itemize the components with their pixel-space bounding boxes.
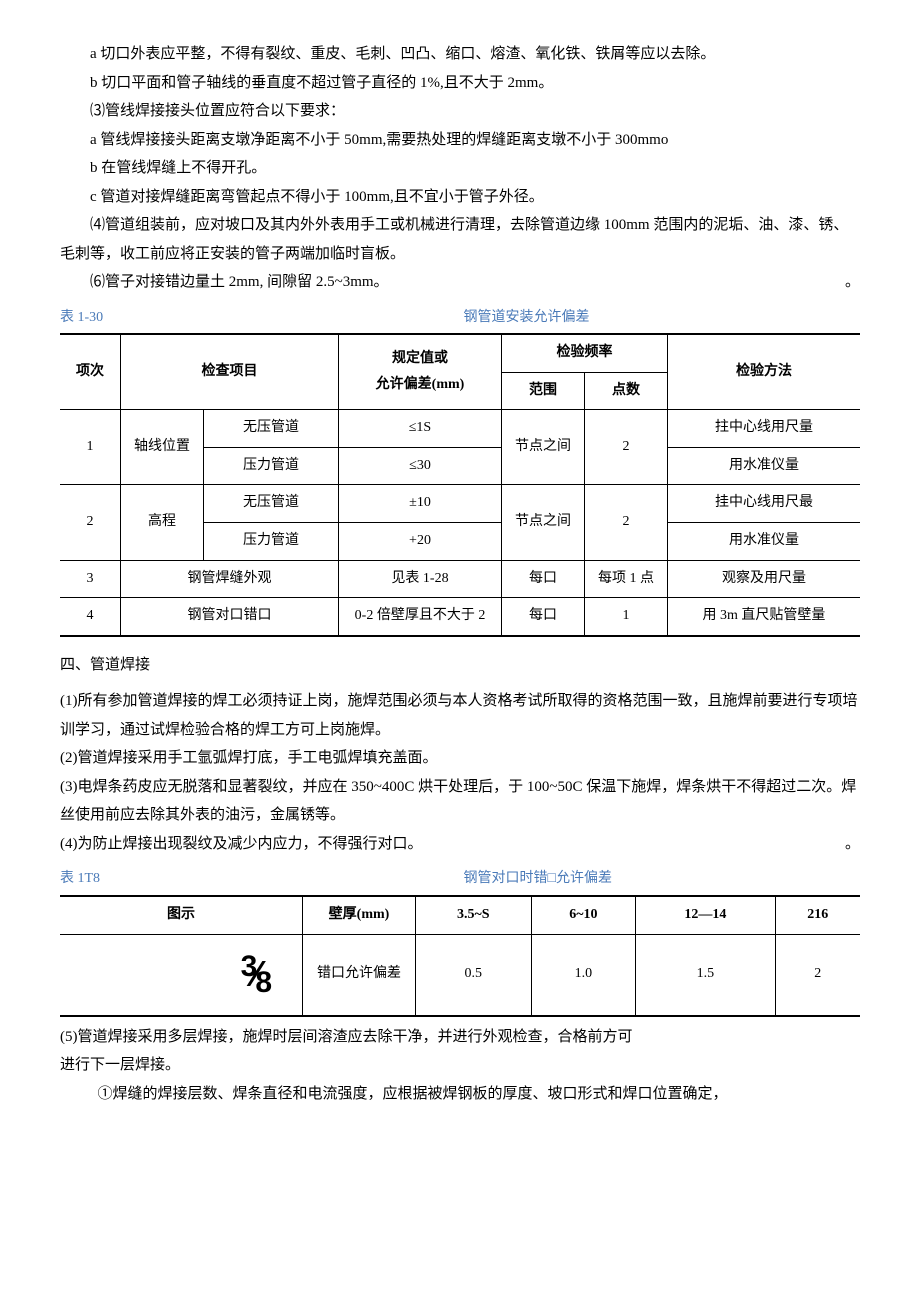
- cell-points-1: 2: [585, 410, 668, 485]
- cell-method-3: 观察及用尺量: [668, 560, 861, 598]
- table2-number: 表 1T8: [60, 866, 460, 893]
- cell-seq-4: 4: [60, 598, 121, 636]
- table1-caption: 表 1-30 钢管道安装允许偏差: [60, 305, 860, 332]
- cell-spec-3: 见表 1-28: [339, 560, 502, 598]
- th-spec: 规定值或 允许偏差(mm): [339, 334, 502, 410]
- table1-title: 钢管道安装允许偏差: [464, 305, 590, 332]
- cell-points-3: 每项 1 点: [585, 560, 668, 598]
- cell-sub-2a: 无压管道: [204, 485, 339, 523]
- fraction-denominator: 8: [255, 966, 272, 999]
- cell-method-2b: 用水准仪量: [668, 523, 861, 561]
- table1-number: 表 1-30: [60, 305, 460, 332]
- th-freq: 检验频率: [502, 334, 668, 372]
- cell-spec-1a: ≤1S: [339, 410, 502, 448]
- th-scope: 范围: [502, 372, 585, 410]
- cell-v1: 0.5: [416, 934, 532, 1016]
- cell-spec-4: 0-2 倍壁厚且不大于 2: [339, 598, 502, 636]
- cell-sub-1b: 压力管道: [204, 447, 339, 485]
- table2-title: 钢管对口时错□允许偏差: [464, 866, 612, 893]
- para-weld-joint-c: c 管道对接焊缝距离弯管起点不得小于 100mm,且不宜小于管子外径。: [60, 183, 860, 212]
- cell-v3: 1.5: [636, 934, 775, 1016]
- para-weld-layers: ①焊缝的焊接层数、焊条直径和电流强度，应根据被焊钢板的厚度、坡口形式和焊口位置确…: [60, 1080, 860, 1109]
- cell-item-4: 钢管对口错口: [121, 598, 339, 636]
- para-weld-joint-req: ⑶管线焊接接头位置应符合以下要求：: [60, 97, 860, 126]
- cell-seq-3: 3: [60, 560, 121, 598]
- cell-figure: 3⁄8: [60, 934, 303, 1016]
- cell-item-2: 高程: [121, 485, 204, 560]
- cell-spec-2b: +20: [339, 523, 502, 561]
- fraction-icon: 3⁄8: [241, 952, 272, 998]
- table-row: 2 高程 无压管道 ±10 节点之间 2 挂中心线用尺最: [60, 485, 860, 523]
- cell-method-4: 用 3m 直尺贴管壁量: [668, 598, 861, 636]
- cell-points-4: 1: [585, 598, 668, 636]
- para-no-force-text: (4)为防止焊接出现裂纹及减少内应力，不得强行对口。: [60, 836, 423, 852]
- cell-spec-1b: ≤30: [339, 447, 502, 485]
- para-cut-surface: a 切口外表应平整，不得有裂纹、重皮、毛刺、凹凸、缩口、熔渣、氧化铁、铁屑等应以…: [60, 40, 860, 69]
- th-points: 点数: [585, 372, 668, 410]
- cell-scope-1: 节点之间: [502, 410, 585, 485]
- table2-caption: 表 1T8 钢管对口时错□允许偏差: [60, 866, 860, 893]
- table-row: 3 钢管焊缝外观 见表 1-28 每口 每项 1 点 观察及用尺量: [60, 560, 860, 598]
- cell-method-1b: 用水准仪量: [668, 447, 861, 485]
- para-weld-joint-a: a 管线焊接接头距离支墩净距离不小于 50mm,需要热处理的焊缝距离支墩不小于 …: [60, 126, 860, 155]
- th2-c1: 3.5~S: [416, 896, 532, 934]
- para-electrode: (3)电焊条药皮应无脱落和显著裂纹，并应在 350~400C 烘干处理后，于 1…: [60, 773, 860, 830]
- cell-scope-2: 节点之间: [502, 485, 585, 560]
- cell-v4: 2: [775, 934, 860, 1016]
- th-method: 检验方法: [668, 334, 861, 410]
- cell-sub-2b: 压力管道: [204, 523, 339, 561]
- para-weld-joint-b: b 在管线焊缝上不得开孔。: [60, 154, 860, 183]
- th-spec-line1: 规定值或: [345, 346, 495, 373]
- table-row: 3⁄8 错口允许偏差 0.5 1.0 1.5 2: [60, 934, 860, 1016]
- cell-scope-3: 每口: [502, 560, 585, 598]
- cell-seq-2: 2: [60, 485, 121, 560]
- para-butt-offset: ⑹管子对接错边量土 2mm, 间隙留 2.5~3mm。 。: [60, 268, 860, 297]
- para-weld-method: (2)管道焊接采用手工氩弧焊打底，手工电弧焊填充盖面。: [60, 744, 860, 773]
- th-item: 检查项目: [121, 334, 339, 410]
- th2-c3: 12—14: [636, 896, 775, 934]
- cell-v2: 1.0: [531, 934, 636, 1016]
- cell-method-1a: 拄中心线用尺量: [668, 410, 861, 448]
- th2-c2: 6~10: [531, 896, 636, 934]
- cell-offset-label: 错口允许偏差: [303, 934, 416, 1016]
- cell-sub-1a: 无压管道: [204, 410, 339, 448]
- table-offset-deviation: 图示 壁厚(mm) 3.5~S 6~10 12—14 216 3⁄8 错口允许偏…: [60, 895, 860, 1017]
- cell-seq-1: 1: [60, 410, 121, 485]
- th-seq: 项次: [60, 334, 121, 410]
- th2-thick: 壁厚(mm): [303, 896, 416, 934]
- cell-item-1: 轴线位置: [121, 410, 204, 485]
- table-row: 1 轴线位置 无压管道 ≤1S 节点之间 2 拄中心线用尺量: [60, 410, 860, 448]
- trailing-dot-1: 。: [815, 268, 860, 297]
- th2-fig: 图示: [60, 896, 303, 934]
- th-spec-line2: 允许偏差(mm): [345, 372, 495, 399]
- th2-c4: 216: [775, 896, 860, 934]
- cell-points-2: 2: [585, 485, 668, 560]
- trailing-dot-2: 。: [845, 830, 860, 859]
- para-butt-offset-text: ⑹管子对接错边量土 2mm, 间隙留 2.5~3mm。: [90, 274, 389, 290]
- para-no-force: (4)为防止焊接出现裂纹及减少内应力，不得强行对口。 。: [60, 830, 860, 859]
- table-steel-pipe-deviation: 项次 检查项目 规定值或 允许偏差(mm) 检验频率 检验方法 范围 点数 1 …: [60, 333, 860, 637]
- table-row: 4 钢管对口错口 0-2 倍壁厚且不大于 2 每口 1 用 3m 直尺贴管壁量: [60, 598, 860, 636]
- section-4-title: 四、管道焊接: [60, 651, 860, 680]
- para-cut-perp: b 切口平面和管子轴线的垂直度不超过管子直径的 1%,且不大于 2mm。: [60, 69, 860, 98]
- para-multilayer-1: (5)管道焊接采用多层焊接，施焊时层间溶渣应去除干净，并进行外观检查，合格前方可: [60, 1023, 860, 1052]
- para-assembly-clean: ⑷管道组装前，应对坡口及其内外外表用手工或机械进行清理，去除管道边缘 100mm…: [60, 211, 860, 268]
- cell-scope-4: 每口: [502, 598, 585, 636]
- para-welder-cert: (1)所有参加管道焊接的焊工必须持证上岗，施焊范围必须与本人资格考试所取得的资格…: [60, 687, 860, 744]
- cell-method-2a: 挂中心线用尺最: [668, 485, 861, 523]
- para-multilayer-2: 进行下一层焊接。: [60, 1051, 860, 1080]
- cell-item-3: 钢管焊缝外观: [121, 560, 339, 598]
- cell-spec-2a: ±10: [339, 485, 502, 523]
